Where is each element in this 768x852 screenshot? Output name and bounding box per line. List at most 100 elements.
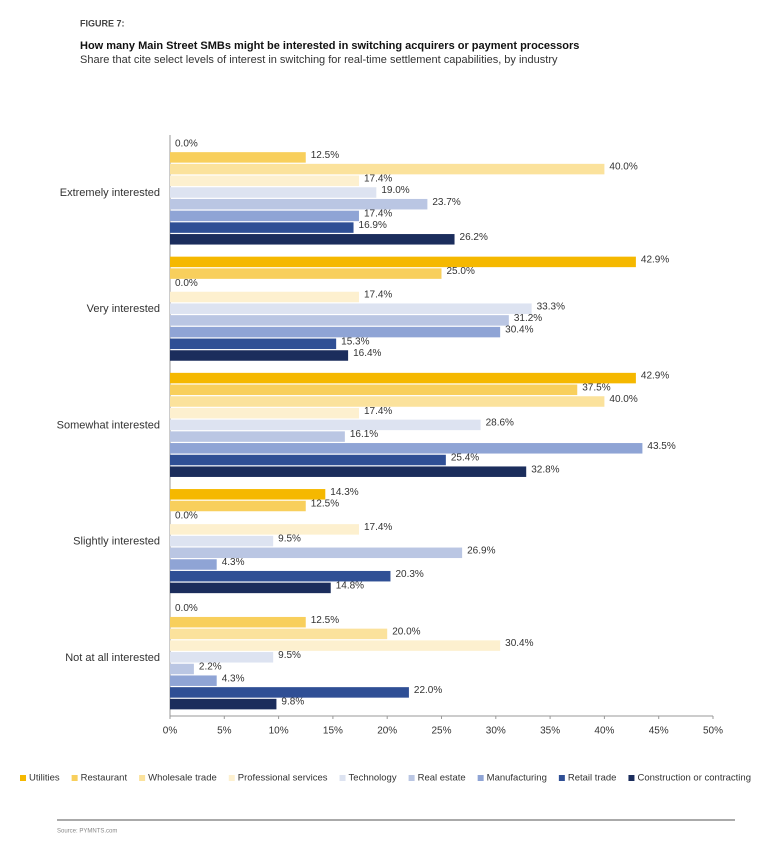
value-label: 42.9% — [641, 255, 669, 266]
bar — [170, 628, 388, 640]
bar — [170, 443, 643, 454]
bar — [170, 303, 532, 314]
legend-label: Manufacturing — [487, 773, 547, 784]
bar — [170, 384, 578, 396]
figure-label: FIGURE 7: — [80, 18, 125, 28]
legend-label: Utilities — [29, 773, 60, 784]
legend-label: Wholesale trade — [148, 773, 217, 784]
legend-swatch — [228, 775, 235, 781]
chart-subtitle: Share that cite select levels of interes… — [80, 54, 558, 66]
bar — [170, 454, 446, 466]
category-label: Slightly interested — [73, 536, 160, 548]
legend-swatch — [139, 775, 146, 781]
legend-label: Restaurant — [81, 773, 128, 784]
x-tick-label: 20% — [377, 726, 397, 737]
value-label: 16.4% — [353, 348, 381, 359]
value-label: 12.5% — [311, 150, 339, 161]
bar — [170, 582, 331, 594]
legend-label: Professional services — [238, 773, 328, 784]
bar — [170, 466, 527, 477]
legend-swatch — [408, 775, 415, 781]
value-label: 4.3% — [222, 673, 245, 684]
bar — [170, 210, 359, 222]
value-label: 9.5% — [278, 650, 301, 661]
value-label: 32.8% — [531, 464, 559, 475]
value-label: 9.5% — [278, 534, 301, 545]
x-tick-label: 45% — [649, 726, 669, 737]
x-tick-label: 10% — [269, 726, 289, 737]
value-label: 42.9% — [641, 371, 669, 382]
legend-swatch — [477, 775, 484, 781]
bar — [170, 489, 326, 500]
bar — [170, 407, 359, 419]
x-tick-label: 30% — [486, 726, 506, 737]
bar — [170, 535, 274, 547]
value-label: 37.5% — [582, 382, 610, 393]
bar — [170, 640, 501, 651]
bar — [170, 616, 306, 628]
bar — [170, 163, 605, 175]
value-label: 9.8% — [281, 697, 304, 708]
source: Source: PYMNTS.com — [57, 829, 117, 835]
bar — [170, 675, 217, 686]
value-label: 14.3% — [330, 487, 358, 498]
bar — [170, 663, 194, 675]
legend-label: Construction or contracting — [637, 773, 751, 784]
x-tick-label: 50% — [703, 726, 723, 737]
value-label: 0.0% — [175, 510, 198, 521]
bar — [170, 326, 501, 338]
x-tick-label: 25% — [431, 726, 451, 737]
legend-label: Real estate — [418, 773, 466, 784]
bar — [170, 559, 217, 570]
legend-swatch — [71, 775, 78, 781]
x-tick-label: 35% — [540, 726, 560, 737]
category-label: Not at all interested — [65, 652, 160, 664]
legend-label: Technology — [349, 773, 397, 784]
bar — [170, 431, 345, 442]
legend-swatch — [339, 775, 346, 781]
value-label: 17.4% — [364, 406, 392, 417]
bar — [170, 547, 463, 559]
bar — [170, 350, 349, 361]
value-label: 4.3% — [222, 557, 245, 568]
value-label: 0.0% — [175, 138, 198, 149]
bar — [170, 152, 306, 163]
bar — [170, 234, 455, 245]
value-label: 20.0% — [392, 627, 420, 638]
value-label: 43.5% — [647, 441, 675, 452]
value-label: 15.3% — [341, 336, 369, 347]
bar — [170, 698, 277, 710]
bar — [170, 175, 359, 187]
bar — [170, 338, 337, 350]
legend-swatch — [628, 775, 635, 781]
bar — [170, 570, 391, 582]
value-label: 22.0% — [414, 685, 442, 696]
value-label: 26.2% — [460, 232, 488, 243]
value-label: 16.1% — [350, 429, 378, 440]
value-label: 23.7% — [432, 197, 460, 208]
value-label: 31.2% — [514, 313, 542, 324]
bar — [170, 256, 636, 268]
bar — [170, 687, 409, 698]
legend-label: Retail trade — [568, 773, 617, 784]
bar — [170, 396, 605, 407]
value-label: 25.0% — [447, 266, 475, 277]
bar — [170, 291, 359, 303]
value-label: 12.5% — [311, 615, 339, 626]
bar — [170, 187, 377, 198]
category-label: Very interested — [87, 303, 160, 315]
value-label: 26.9% — [467, 545, 495, 556]
value-label: 40.0% — [609, 162, 637, 173]
bar — [170, 198, 428, 210]
bar — [170, 500, 306, 512]
value-label: 17.4% — [364, 209, 392, 220]
value-label: 16.9% — [359, 220, 387, 231]
bar — [170, 315, 509, 326]
bar — [170, 222, 354, 233]
value-label: 12.5% — [311, 499, 339, 510]
value-label: 17.4% — [364, 173, 392, 184]
value-label: 17.4% — [364, 290, 392, 301]
value-label: 30.4% — [505, 325, 533, 336]
x-tick-label: 15% — [323, 726, 343, 737]
value-label: 25.4% — [451, 453, 479, 464]
